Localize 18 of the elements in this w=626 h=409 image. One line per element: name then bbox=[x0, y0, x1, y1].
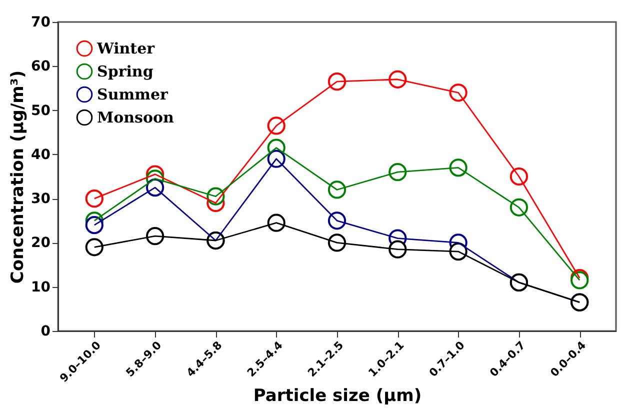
y-tick-label: 30 bbox=[31, 191, 51, 208]
y-axis-title: Concentration (μg/m³) bbox=[8, 70, 28, 284]
legend-label: Summer bbox=[97, 86, 170, 104]
point bbox=[570, 271, 589, 290]
y-tick-label: 0 bbox=[40, 324, 51, 340]
y-tick-label: 40 bbox=[31, 146, 51, 163]
y-tick-label: 10 bbox=[31, 279, 51, 296]
legend-label: Winter bbox=[96, 40, 156, 58]
y-tick-label: 20 bbox=[31, 235, 51, 252]
legend-label: Spring bbox=[97, 62, 154, 80]
y-tick-label: 50 bbox=[31, 102, 51, 119]
point bbox=[85, 216, 104, 234]
point bbox=[85, 190, 104, 208]
x-axis-title: Particle size (μm) bbox=[253, 386, 422, 406]
legend-label: Monsoon bbox=[97, 108, 174, 126]
y-tick-label: 60 bbox=[31, 58, 51, 75]
point bbox=[85, 238, 104, 256]
y-tick-label: 70 bbox=[31, 14, 51, 30]
